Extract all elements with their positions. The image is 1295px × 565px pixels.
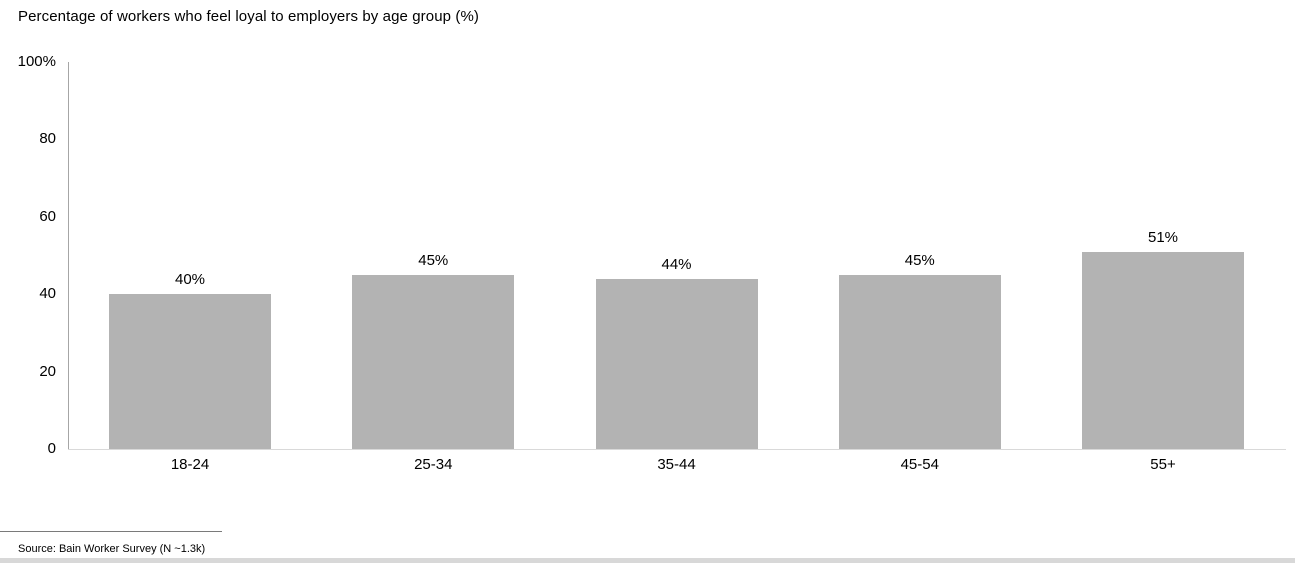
x-axis-line [68, 449, 1286, 450]
x-axis-category-label: 45-54 [900, 456, 939, 473]
source-divider-line [0, 531, 222, 532]
bar-value-label: 45% [418, 251, 449, 269]
bar [352, 274, 515, 449]
source-note: Source: Bain Worker Survey (N ~1.3k) [18, 543, 206, 555]
x-axis-category-label: 35-44 [657, 456, 696, 473]
x-axis-category-label: 55+ [1150, 456, 1176, 473]
y-axis-tick-label: 20 [39, 362, 56, 380]
bars-container: 40% 18-24 45% 25-34 44% 35-44 45% 45-54 51% 55+ [68, 62, 1286, 473]
y-axis-tick-label: 0 [47, 440, 56, 457]
plot-area: 40% 18-24 45% 25-34 44% 35-44 45% 45-54 51% 55+ [68, 62, 1286, 473]
bar-group: 40% 18-24 [109, 62, 271, 473]
window-bottom-edge [0, 558, 1295, 563]
x-axis-category-label: 25-34 [414, 456, 453, 473]
y-axis-tick-label: 40 [39, 285, 56, 303]
bar-value-label: 40% [174, 271, 206, 289]
bar-value-label: 45% [904, 251, 935, 269]
bar-group: 45% 45-54 [838, 62, 1001, 473]
chart-title: Percentage of workers who feel loyal to … [18, 8, 479, 25]
bar-group: 45% 25-34 [352, 62, 515, 473]
y-axis-line [68, 62, 69, 450]
y-axis-tick-label: 100% [17, 53, 56, 70]
bar-value-label: 44% [661, 255, 692, 273]
bar-group: 44% 35-44 [595, 62, 758, 473]
bar [838, 274, 1001, 449]
bar [109, 294, 271, 449]
y-axis-tick-label: 80 [39, 130, 56, 148]
bar [595, 278, 758, 449]
bar-group: 51% 55+ [1082, 62, 1244, 473]
y-axis-tick-label: 60 [39, 207, 56, 225]
bar [1082, 251, 1244, 449]
x-axis-category-label: 18-24 [170, 456, 210, 473]
y-axis: 0 20 40 60 80 100% [0, 53, 60, 457]
bar-value-label: 51% [1147, 228, 1179, 246]
